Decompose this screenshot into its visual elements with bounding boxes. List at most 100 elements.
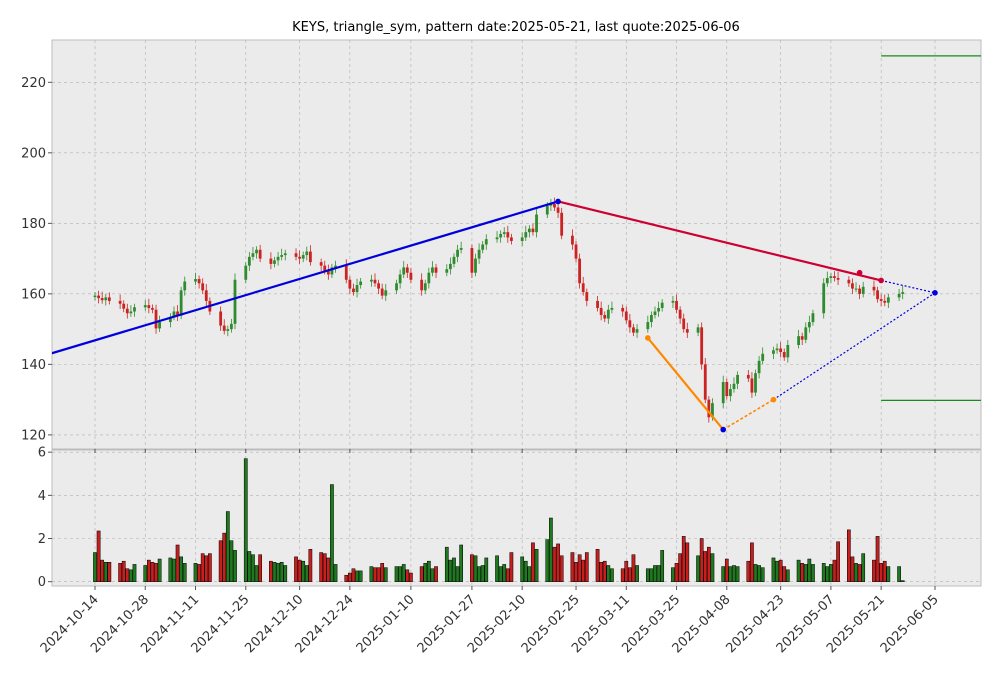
candles: [93, 197, 905, 423]
volume-bar: [610, 568, 614, 582]
candle-body: [100, 298, 104, 301]
candle-body: [775, 348, 779, 351]
candle-body: [104, 297, 108, 301]
volume-bar: [696, 555, 700, 582]
volume-bar: [620, 568, 625, 582]
candle-body: [398, 274, 402, 284]
candle-body: [836, 277, 840, 280]
volume-bar: [685, 542, 690, 582]
candle-body: [700, 327, 704, 365]
candle-body: [384, 290, 388, 296]
candle-body: [251, 253, 255, 257]
candle-body: [696, 327, 700, 333]
volume-bar: [549, 517, 553, 582]
upper-trendline-rise: [52, 200, 559, 355]
volume-bar: [294, 556, 298, 582]
candle-body: [176, 311, 179, 316]
candle-body: [151, 307, 154, 310]
candle-body: [334, 265, 337, 268]
candle-body: [370, 279, 373, 282]
candle-body: [549, 203, 553, 206]
volume-bar: [732, 565, 736, 582]
volume-bar: [459, 544, 464, 582]
volume-bar: [272, 562, 277, 582]
volume-bar: [118, 563, 122, 582]
candle-body: [750, 378, 754, 393]
volume-bar: [269, 560, 273, 582]
candle-body: [506, 232, 510, 238]
volume-bar: [326, 557, 331, 582]
candle-body: [527, 228, 531, 233]
volume-bar: [107, 562, 112, 582]
volume-bar: [448, 559, 453, 582]
candle-body: [847, 279, 851, 284]
volume-bar: [301, 560, 306, 582]
volume-bar: [703, 551, 708, 582]
candle-body: [330, 267, 334, 275]
volume-bar: [308, 549, 313, 582]
volume-bar: [897, 566, 901, 582]
volume-bar: [484, 557, 489, 582]
candle-body: [757, 360, 761, 374]
volume-bar: [218, 540, 223, 582]
candle-body: [531, 228, 535, 233]
candle-body: [308, 251, 312, 263]
projection-upper: [881, 279, 936, 294]
volume-bar: [258, 554, 262, 582]
volume-bar: [452, 557, 456, 582]
volume-tick-label: 6: [38, 446, 46, 461]
volume-bar: [782, 566, 787, 582]
candle-body: [560, 212, 564, 236]
candle-body: [553, 203, 556, 208]
candle-body: [851, 283, 854, 289]
candle-body: [323, 265, 327, 271]
volume-tick-label: 2: [38, 532, 46, 547]
volume-bar: [584, 552, 589, 582]
volume-bar: [775, 560, 779, 582]
volume-bar: [330, 484, 334, 582]
volume-bar: [721, 566, 726, 582]
candle-body: [373, 279, 377, 284]
candle-body: [800, 336, 804, 340]
lower-trendline-fall: [646, 337, 725, 431]
candle-body: [624, 311, 628, 321]
volume-bar: [825, 566, 830, 582]
volume-bar: [405, 569, 410, 582]
candle-body: [599, 307, 603, 316]
candle-body: [456, 249, 459, 257]
volume-bar: [599, 562, 604, 582]
volume-bar: [254, 565, 259, 582]
candle-body: [230, 323, 233, 330]
candle-body: [118, 300, 122, 304]
volume-bar: [728, 566, 733, 582]
candle-body: [93, 295, 97, 298]
price-tick-label: 160: [21, 287, 46, 302]
volume-bar: [480, 565, 485, 582]
volume-bar: [509, 552, 514, 582]
volume-bar: [803, 564, 808, 582]
candle-body: [571, 235, 574, 245]
candle-body: [879, 299, 883, 301]
candle-body: [754, 373, 757, 393]
volume-bar: [778, 559, 783, 582]
volume-bar: [635, 565, 639, 582]
volume-bar: [322, 553, 327, 582]
candle-body: [219, 311, 223, 326]
volume-bar: [757, 565, 761, 582]
volume-bar: [179, 556, 184, 582]
volume-bar: [523, 560, 528, 582]
volume-bar: [222, 532, 227, 582]
candle-body: [133, 307, 136, 312]
volume-bar: [875, 536, 880, 582]
volume-y-axis: 0 2 4 6: [38, 446, 52, 590]
candle-body: [280, 255, 284, 257]
candle-body: [247, 256, 251, 266]
volume-bar: [653, 565, 657, 582]
pivot-marker: [770, 396, 777, 403]
volume-bar: [681, 536, 686, 582]
price-grid: [52, 40, 981, 449]
volume-bar: [154, 563, 158, 582]
volume-bar: [348, 572, 352, 582]
candle-body: [233, 279, 237, 324]
volume-bar: [150, 562, 155, 582]
